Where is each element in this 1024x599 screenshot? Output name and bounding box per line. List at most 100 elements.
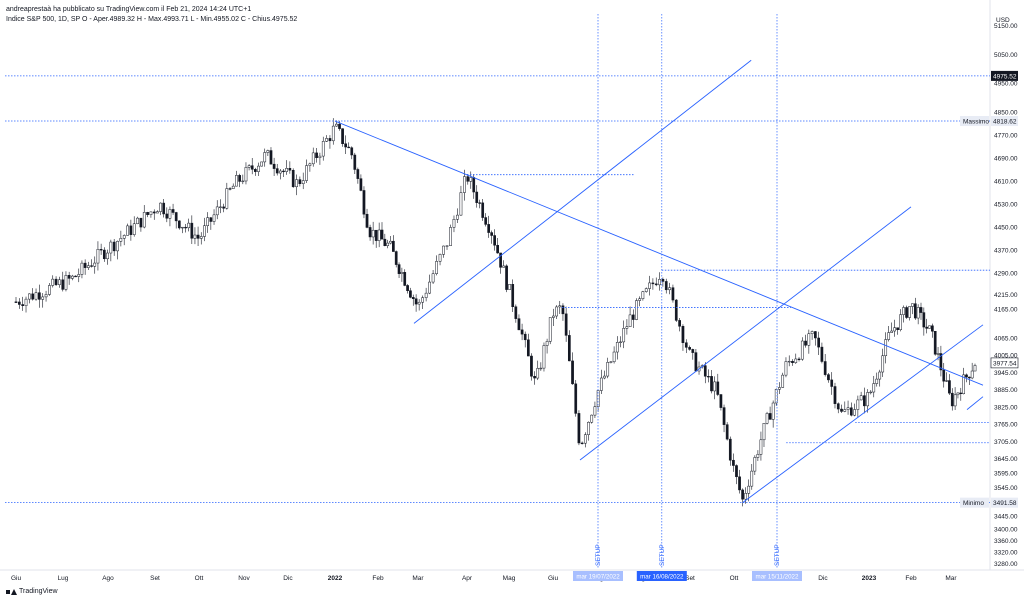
candle — [849, 407, 853, 416]
y-tick-label: 3545.00 — [994, 485, 1018, 492]
candle — [146, 212, 149, 215]
candle — [291, 169, 295, 188]
candle — [735, 465, 738, 478]
candle — [362, 190, 366, 215]
x-tick-label: Feb — [372, 575, 384, 582]
candle — [472, 177, 476, 193]
candle — [241, 180, 245, 183]
y-tick-label: 4005.00 — [994, 353, 1018, 360]
candle — [750, 470, 754, 487]
candle — [74, 275, 77, 278]
candle — [394, 251, 398, 265]
y-tick-label: 4065.00 — [994, 335, 1018, 342]
candle — [51, 278, 55, 286]
candle — [671, 287, 675, 301]
candle — [577, 413, 581, 444]
channel-line[interactable] — [966, 396, 984, 410]
candle — [545, 341, 549, 346]
candle — [400, 272, 404, 274]
channel-line[interactable] — [579, 206, 912, 461]
candle — [374, 229, 378, 241]
candle — [956, 392, 960, 396]
candle — [869, 391, 873, 394]
setup-label: SETUP — [595, 544, 602, 566]
candle — [445, 245, 449, 247]
date-label-box — [636, 571, 687, 581]
candle — [707, 376, 710, 378]
candle — [244, 167, 248, 182]
channel-line[interactable] — [742, 324, 984, 504]
candle — [823, 361, 827, 375]
candle — [859, 395, 863, 401]
x-tick-label: Dic — [283, 575, 293, 582]
candle — [933, 331, 937, 355]
candle — [732, 459, 735, 466]
x-tick-label: Ott — [730, 575, 739, 582]
candle — [328, 138, 332, 142]
candle — [919, 307, 923, 313]
candle — [902, 307, 905, 315]
candle — [925, 326, 929, 329]
candle — [247, 165, 251, 168]
candle — [654, 283, 658, 286]
downtrend-line[interactable] — [334, 120, 984, 386]
setup-label: SETUP — [659, 544, 666, 566]
candle — [421, 297, 424, 303]
candle — [916, 307, 920, 319]
candle — [99, 249, 103, 251]
candle — [922, 312, 926, 328]
candle — [658, 279, 661, 286]
y-tick-label: 4950.00 — [994, 81, 1018, 88]
candle — [817, 337, 820, 348]
candle — [583, 434, 587, 444]
chart-header: andreaprestaà ha pubblicato su TradingVi… — [6, 5, 297, 25]
candle — [487, 224, 491, 233]
y-tick-label: 4370.00 — [994, 248, 1018, 255]
candle — [778, 387, 781, 390]
candle — [875, 378, 879, 384]
candle — [31, 293, 35, 300]
candle — [38, 292, 41, 300]
candle — [58, 279, 61, 285]
x-tick-label: Lug — [58, 575, 69, 582]
candle — [959, 392, 963, 395]
candle — [784, 361, 788, 376]
x-tick-label: Set — [685, 575, 695, 582]
candle — [80, 262, 84, 275]
price-label: 4818.62 — [993, 119, 1017, 126]
x-tick-label: Mar — [945, 575, 957, 582]
candle — [678, 320, 681, 327]
candle — [315, 152, 318, 159]
candle — [496, 244, 499, 254]
candle — [571, 360, 574, 385]
candle — [505, 265, 508, 290]
candle — [756, 454, 760, 458]
candle — [814, 331, 817, 339]
price-tag: Minimo — [963, 500, 984, 507]
candle — [481, 202, 485, 218]
candle — [703, 365, 707, 377]
candle — [688, 347, 691, 350]
candle — [967, 376, 971, 379]
candle — [67, 275, 71, 279]
candle — [377, 229, 381, 241]
candle — [580, 442, 584, 445]
candle — [17, 301, 21, 305]
candle — [279, 170, 282, 174]
candle — [564, 313, 568, 336]
candle — [872, 383, 876, 393]
brand-label: TradingView — [19, 588, 58, 595]
tradingview-footer[interactable]: TradingView — [6, 588, 58, 595]
candle — [353, 154, 357, 170]
candle — [787, 360, 791, 363]
candle — [878, 371, 882, 380]
candle — [797, 358, 801, 361]
candle — [599, 377, 603, 391]
candle — [275, 168, 279, 174]
channel-line[interactable] — [413, 59, 752, 324]
candle — [664, 281, 668, 291]
candle — [132, 223, 136, 235]
candle — [469, 177, 473, 182]
candle — [257, 165, 260, 172]
